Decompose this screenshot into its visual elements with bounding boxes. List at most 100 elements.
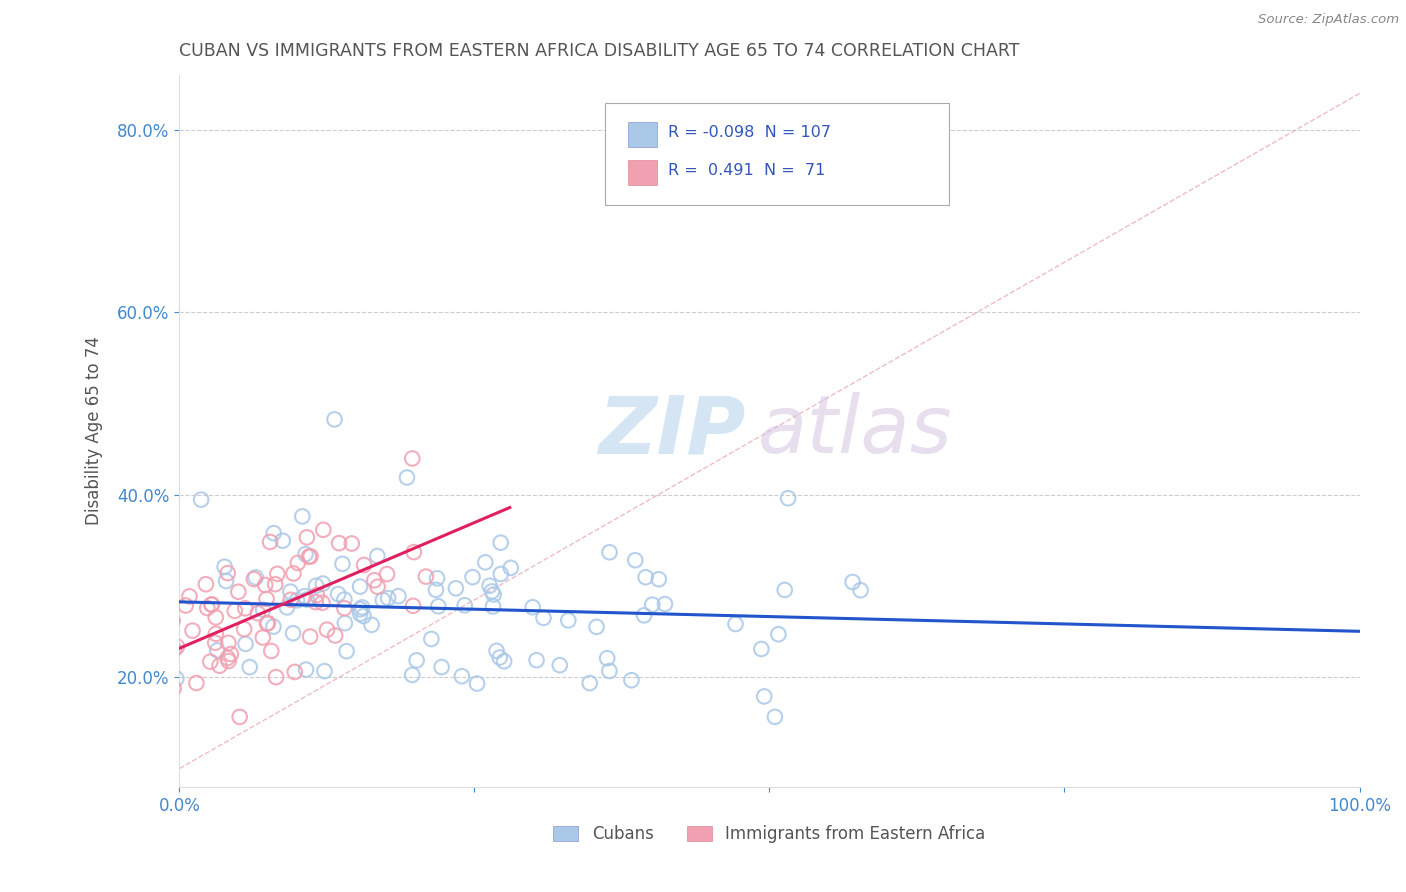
Point [624, 553, 647, 567]
Point [557, 614, 579, 628]
Point [256, 591, 278, 606]
Point [143, 707, 166, 722]
Text: atlas: atlas [758, 392, 952, 470]
Point [326, 587, 349, 601]
Point [219, 647, 242, 661]
Point [207, 643, 229, 657]
Point [260, 644, 283, 658]
Point [499, 561, 522, 575]
Point [489, 535, 512, 549]
Point [243, 572, 266, 586]
Point [294, 547, 316, 561]
Point [59, 545, 82, 559]
Point [548, 658, 571, 673]
Point [333, 592, 356, 607]
Point [425, 582, 447, 597]
Point [328, 536, 350, 550]
Point [598, 664, 620, 678]
Point [841, 574, 863, 589]
Point [264, 577, 287, 591]
Point [266, 566, 288, 581]
Point [218, 654, 240, 668]
Point [0, 505, 11, 519]
Point [578, 676, 600, 690]
Point [427, 599, 450, 614]
Point [599, 545, 621, 559]
Point [201, 598, 224, 612]
Point [312, 576, 335, 591]
Point [333, 601, 356, 615]
Point [186, 676, 208, 690]
Point [465, 676, 488, 690]
Point [163, 642, 186, 657]
Point [294, 589, 316, 603]
Point [401, 668, 423, 682]
Point [482, 587, 505, 601]
Point [228, 710, 250, 724]
Point [162, 614, 184, 628]
Point [132, 577, 155, 591]
Point [773, 582, 796, 597]
Point [340, 536, 363, 550]
Point [305, 579, 328, 593]
Point [280, 592, 302, 607]
Point [352, 600, 374, 615]
Point [333, 616, 356, 631]
Point [778, 491, 800, 506]
Point [763, 710, 786, 724]
Point [336, 644, 359, 658]
Point [122, 645, 145, 659]
Point [533, 611, 555, 625]
Point [295, 530, 318, 544]
Point [430, 660, 453, 674]
Point [323, 628, 346, 642]
Point [136, 634, 159, 648]
Text: CUBAN VS IMMIGRANTS FROM EASTERN AFRICA DISABILITY AGE 65 TO 74 CORRELATION CHAR: CUBAN VS IMMIGRANTS FROM EASTERN AFRICA … [180, 42, 1019, 60]
Point [70, 648, 93, 663]
Point [332, 557, 354, 571]
Point [263, 526, 285, 541]
Point [402, 545, 425, 559]
Point [217, 636, 239, 650]
Point [55, 582, 77, 596]
Point [264, 670, 287, 684]
Point [287, 556, 309, 570]
Point [228, 584, 250, 599]
Legend: Cubans, Immigrants from Eastern Africa: Cubans, Immigrants from Eastern Africa [547, 818, 993, 850]
Point [91, 561, 114, 575]
Point [179, 590, 201, 604]
Point [149, 627, 172, 641]
Point [246, 607, 269, 621]
Point [316, 623, 339, 637]
Point [21, 728, 44, 742]
Point [200, 598, 222, 612]
Point [299, 630, 322, 644]
Point [314, 664, 336, 678]
Point [360, 617, 382, 632]
Point [311, 596, 333, 610]
Point [426, 571, 449, 585]
Point [200, 655, 222, 669]
Point [387, 589, 409, 603]
Point [526, 653, 548, 667]
Point [235, 637, 257, 651]
Point [585, 620, 607, 634]
Point [724, 617, 747, 632]
Point [353, 558, 375, 572]
Point [295, 592, 318, 607]
Point [283, 566, 305, 581]
Point [402, 599, 425, 613]
Point [256, 615, 278, 630]
Point [107, 690, 129, 705]
Point [641, 598, 664, 612]
Point [271, 533, 294, 548]
Text: R = -0.098  N = 107: R = -0.098 N = 107 [668, 126, 831, 140]
Point [0, 643, 20, 657]
Point [522, 600, 544, 615]
Point [485, 644, 508, 658]
Point [305, 595, 328, 609]
Point [620, 673, 643, 688]
Point [474, 555, 496, 569]
Point [174, 599, 197, 613]
Text: Source: ZipAtlas.com: Source: ZipAtlas.com [1258, 13, 1399, 27]
